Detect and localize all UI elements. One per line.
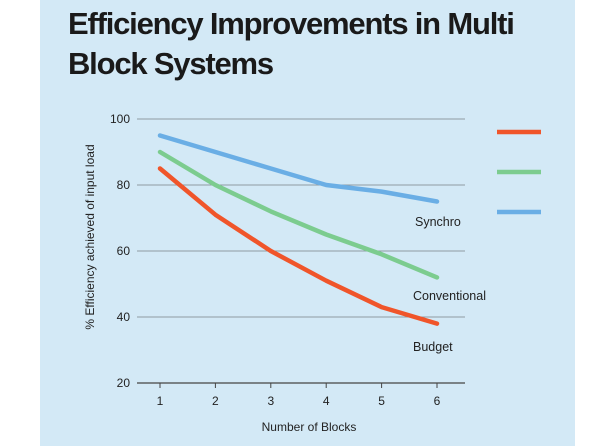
series-line-synchro <box>157 133 440 204</box>
y-axis-label: % Efficiency achieved of input load <box>83 144 97 329</box>
y-tick-label: 100 <box>110 112 130 126</box>
series-lines <box>157 133 440 326</box>
x-tick-label: 3 <box>267 394 274 408</box>
x-tick-label: 4 <box>323 394 330 408</box>
series-label-conventional: Conventional <box>413 289 486 303</box>
chart-background <box>40 0 575 446</box>
series-labels: Budget Conventional Synchro <box>413 215 486 354</box>
y-tick-label: 40 <box>117 310 131 324</box>
series-label-synchro: Synchro <box>415 215 461 229</box>
chart-title: Efficiency Improvements in Multi Block S… <box>68 6 515 81</box>
y-tick-label: 80 <box>117 178 131 192</box>
x-axis-label: Number of Blocks <box>262 420 357 434</box>
x-tick-label: 1 <box>157 394 164 408</box>
y-tick-label: 20 <box>117 376 131 390</box>
series-line-conventional <box>157 149 440 280</box>
x-tick-label: 5 <box>378 394 385 408</box>
legend <box>497 129 541 215</box>
x-tick-label: 6 <box>434 394 441 408</box>
x-tick-labels: 1 2 3 4 5 6 <box>157 383 441 408</box>
series-line-budget <box>157 166 440 326</box>
x-tick-label: 2 <box>212 394 219 408</box>
gridlines <box>137 118 465 384</box>
y-tick-labels: 20 40 60 80 100 <box>110 112 130 390</box>
series-label-budget: Budget <box>413 340 453 354</box>
y-tick-label: 60 <box>117 244 131 258</box>
